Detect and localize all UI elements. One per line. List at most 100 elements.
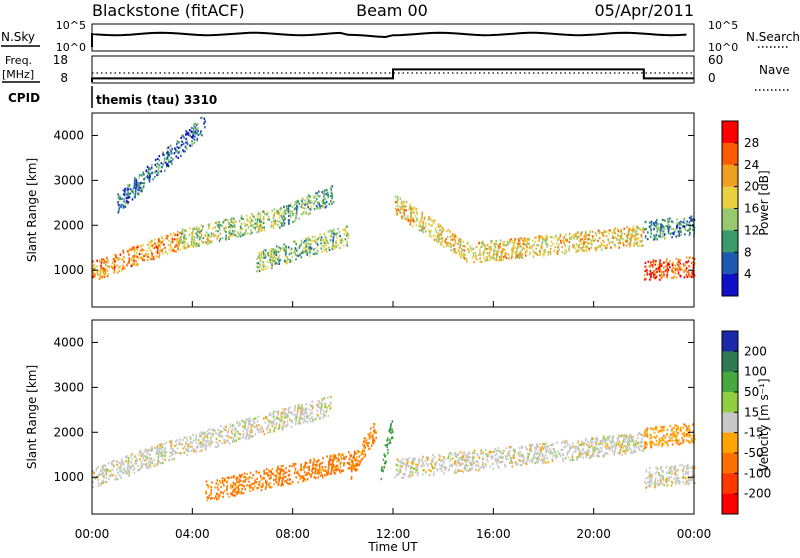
velocity-scatter-point <box>238 490 240 492</box>
power-scatter-point <box>493 253 495 255</box>
power-scatter-point <box>119 270 121 272</box>
power-scatter-point <box>614 244 616 246</box>
velocity-scatter-point <box>506 458 508 460</box>
velocity-scatter-point <box>139 458 141 460</box>
velocity-scatter-point <box>309 404 311 406</box>
power-scatter-point <box>496 240 498 242</box>
velocity-scatter-point <box>321 469 323 471</box>
velocity-scatter-point <box>391 428 393 430</box>
velocity-scatter-point <box>217 484 219 486</box>
velocity-scatter-point <box>145 464 147 466</box>
velocity-scatter-point <box>219 493 221 495</box>
velocity-scatter-point <box>421 459 423 461</box>
power-scatter-point <box>138 189 140 191</box>
velocity-scatter-point <box>332 460 334 462</box>
power-scatter-point <box>330 195 332 197</box>
velocity-scatter-point <box>405 464 407 466</box>
power-scatter-point <box>124 267 126 269</box>
velocity-scatter-point <box>123 472 125 474</box>
velocity-scatter-point <box>141 461 143 463</box>
velocity-scatter-point <box>295 470 297 472</box>
velocity-scatter-point <box>254 433 256 435</box>
power-scatter-point <box>455 252 457 254</box>
power-scatter-point <box>198 134 200 136</box>
power-scatter-point <box>296 249 298 251</box>
power-scatter-point <box>279 221 281 223</box>
power-scatter-point <box>303 211 305 213</box>
velocity-scatter-point <box>285 467 287 469</box>
power-scatter-point <box>135 187 137 189</box>
power-scatter-point <box>223 221 225 223</box>
power-scatter-point <box>565 234 567 236</box>
velocity-scatter-point <box>218 444 220 446</box>
power-scatter-point <box>157 242 159 244</box>
velocity-scatter-point <box>387 437 389 439</box>
velocity-scatter-point <box>244 486 246 488</box>
power-scatter-point <box>263 210 265 212</box>
power-scatter-point <box>413 220 415 222</box>
power-scatter-point <box>134 264 136 266</box>
velocity-scatter-point <box>256 478 258 480</box>
velocity-scatter-point <box>215 495 217 497</box>
freq-label-top: Freq. <box>5 54 32 67</box>
power-scatter-point <box>446 242 448 244</box>
power-scatter-point <box>656 271 658 273</box>
power-scatter-point <box>251 213 253 215</box>
power-scatter-point <box>483 251 485 253</box>
power-scatter-point <box>138 185 140 187</box>
velocity-scatter-point <box>578 446 580 448</box>
velocity-scatter-point <box>103 480 105 482</box>
velocity-scatter-point <box>495 460 497 462</box>
power-scatter-point <box>563 237 565 239</box>
power-scatter-point <box>686 220 688 222</box>
power-scatter-point <box>569 241 571 243</box>
power-scatter-point <box>258 270 260 272</box>
power-scatter-point <box>654 238 656 240</box>
power-scatter-point <box>343 233 345 235</box>
power-scatter-point <box>441 243 443 245</box>
power-scatter-point <box>688 273 690 275</box>
velocity-scatter-point <box>643 436 645 438</box>
velocity-scatter-point <box>630 448 632 450</box>
power-scatter-point <box>175 250 177 252</box>
velocity-scatter-point <box>497 450 499 452</box>
velocity-scatter-point <box>409 473 411 475</box>
velocity-scatter-point <box>147 467 149 469</box>
power-scatter-point <box>136 184 138 186</box>
velocity-scatter-point <box>324 415 326 417</box>
power-scatter-point <box>333 230 335 232</box>
velocity-scatter-point <box>338 454 340 456</box>
velocity-scatter-point <box>256 481 258 483</box>
velocity-scatter-point <box>344 462 346 464</box>
power-scatter-point <box>265 268 267 270</box>
velocity-scatter-point <box>578 454 580 456</box>
velocity-scatter-point <box>534 452 536 454</box>
power-scatter-point <box>220 224 222 226</box>
beam-title: Beam 00 <box>356 1 428 20</box>
velocity-scatter-point <box>228 496 230 498</box>
velocity-scatter-point <box>330 472 332 474</box>
power-scatter-point <box>242 218 244 220</box>
power-scatter-point <box>137 256 139 258</box>
velocity-scatter-point <box>540 459 542 461</box>
velocity-scatter-point <box>321 408 323 410</box>
velocity-scatter-point <box>157 445 159 447</box>
velocity-scatter-point <box>287 479 289 481</box>
velocity-scatter-point <box>150 465 152 467</box>
power-scatter-point <box>512 252 514 254</box>
velocity-scatter-point <box>289 483 291 485</box>
power-scatter-point <box>652 266 654 268</box>
power-scatter-point <box>630 244 632 246</box>
velocity-scatter-point <box>306 403 308 405</box>
velocity-scatter-point <box>183 452 185 454</box>
power-scatter-point <box>580 243 582 245</box>
velocity-scatter-point <box>318 476 320 478</box>
velocity-scatter-point <box>176 444 178 446</box>
power-scatter-point <box>409 204 411 206</box>
velocity-scatter-point <box>220 482 222 484</box>
velocity-scatter-point <box>119 474 121 476</box>
power-scatter-point <box>639 245 641 247</box>
power-scatter-point <box>264 254 266 256</box>
power-scatter-point <box>601 249 603 251</box>
power-scatter-point <box>690 228 692 230</box>
